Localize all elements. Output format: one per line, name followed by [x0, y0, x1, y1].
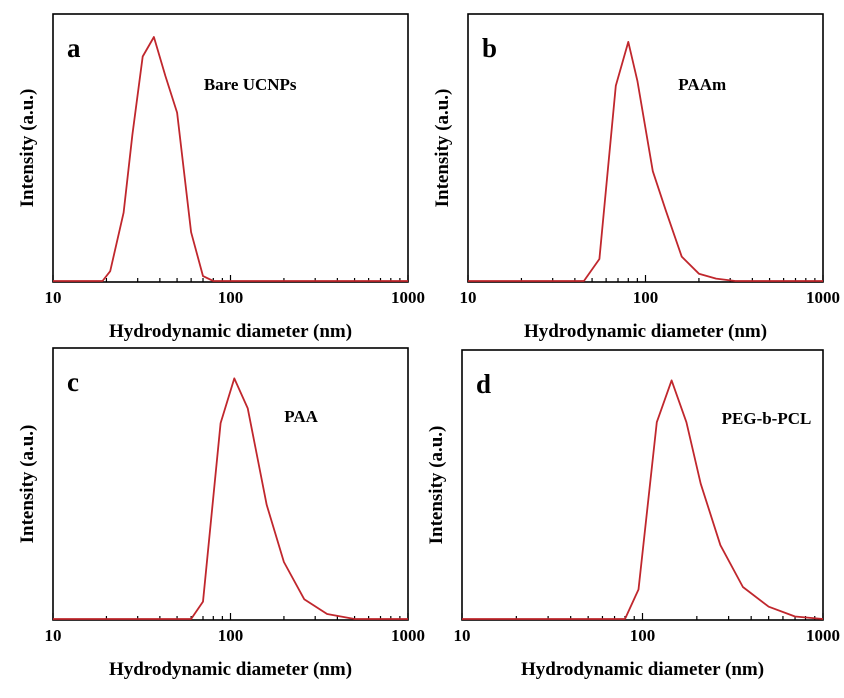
x-ticks [461, 613, 824, 620]
plot-frame [467, 13, 824, 283]
x-tick-label: 10 [460, 288, 477, 307]
x-axis-label: Hydrodynamic diameter (nm) [521, 659, 764, 680]
x-tick-label: 10 [45, 288, 62, 307]
x-tick-label: 1000 [806, 288, 840, 307]
x-tick-label: 10 [454, 626, 471, 645]
y-axis-label: Intensity (a.u.) [17, 425, 38, 544]
series-line [468, 41, 823, 282]
panel-letter: a [67, 33, 81, 63]
x-axis-label: Hydrodynamic diameter (nm) [109, 659, 352, 680]
y-axis-label: Intensity (a.u.) [432, 89, 453, 208]
panel-letter: d [476, 369, 491, 399]
series-line [53, 36, 408, 282]
x-axis-label: Hydrodynamic diameter (nm) [109, 321, 352, 342]
series-label: PEG-b-PCL [722, 409, 812, 428]
x-tick-label: 100 [633, 288, 659, 307]
x-tick-label: 100 [630, 626, 656, 645]
panel-letter: b [482, 33, 497, 63]
panel-c: 10 100 1000 Hydrodynamic diameter (nm) Inten… [17, 347, 425, 680]
x-tick-label: 10 [45, 626, 62, 645]
x-tick-label: 1000 [806, 626, 840, 645]
panel-d: 10 100 1000 Hydrodynamic diameter (nm) Inten… [426, 349, 840, 680]
x-tick-label: 100 [218, 626, 244, 645]
x-tick-label: 1000 [391, 288, 425, 307]
panel-letter: c [67, 367, 79, 397]
series-line [462, 379, 824, 620]
y-axis-label: Intensity (a.u.) [17, 89, 38, 208]
plot-frame [461, 349, 824, 621]
x-axis-label: Hydrodynamic diameter (nm) [524, 321, 767, 342]
series-line [53, 377, 408, 620]
series-label: PAAm [678, 75, 726, 94]
panel-a: 10 100 1000 Hydrodynamic diameter (nm) Inten… [17, 13, 425, 342]
x-tick-label: 100 [218, 288, 244, 307]
plot-frame [52, 13, 409, 283]
x-tick-label: 1000 [391, 626, 425, 645]
series-label: PAA [284, 407, 318, 426]
series-label: Bare UCNPs [204, 75, 297, 94]
y-axis-label: Intensity (a.u.) [426, 426, 447, 545]
panel-b: 10 100 1000 Hydrodynamic diameter (nm) Inten… [432, 13, 840, 342]
